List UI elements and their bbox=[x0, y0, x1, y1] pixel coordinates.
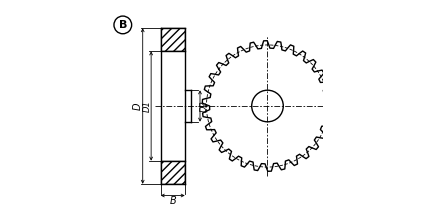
Text: B: B bbox=[119, 20, 127, 30]
Text: D1: D1 bbox=[143, 100, 151, 112]
Text: D2: D2 bbox=[200, 100, 209, 112]
Text: B: B bbox=[169, 196, 176, 206]
Text: D: D bbox=[133, 102, 143, 110]
